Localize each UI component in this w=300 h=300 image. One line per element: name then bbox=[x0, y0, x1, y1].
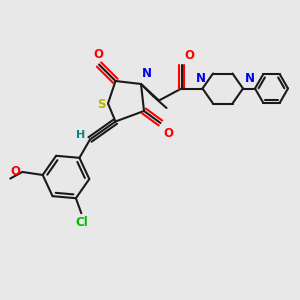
Text: N: N bbox=[196, 72, 206, 85]
Text: O: O bbox=[93, 48, 103, 61]
Text: O: O bbox=[163, 127, 173, 140]
Text: N: N bbox=[142, 68, 152, 80]
Text: O: O bbox=[184, 49, 194, 62]
Text: N: N bbox=[245, 72, 255, 85]
Text: H: H bbox=[76, 130, 85, 140]
Text: S: S bbox=[97, 98, 106, 111]
Text: Cl: Cl bbox=[75, 216, 88, 229]
Text: O: O bbox=[10, 166, 20, 178]
